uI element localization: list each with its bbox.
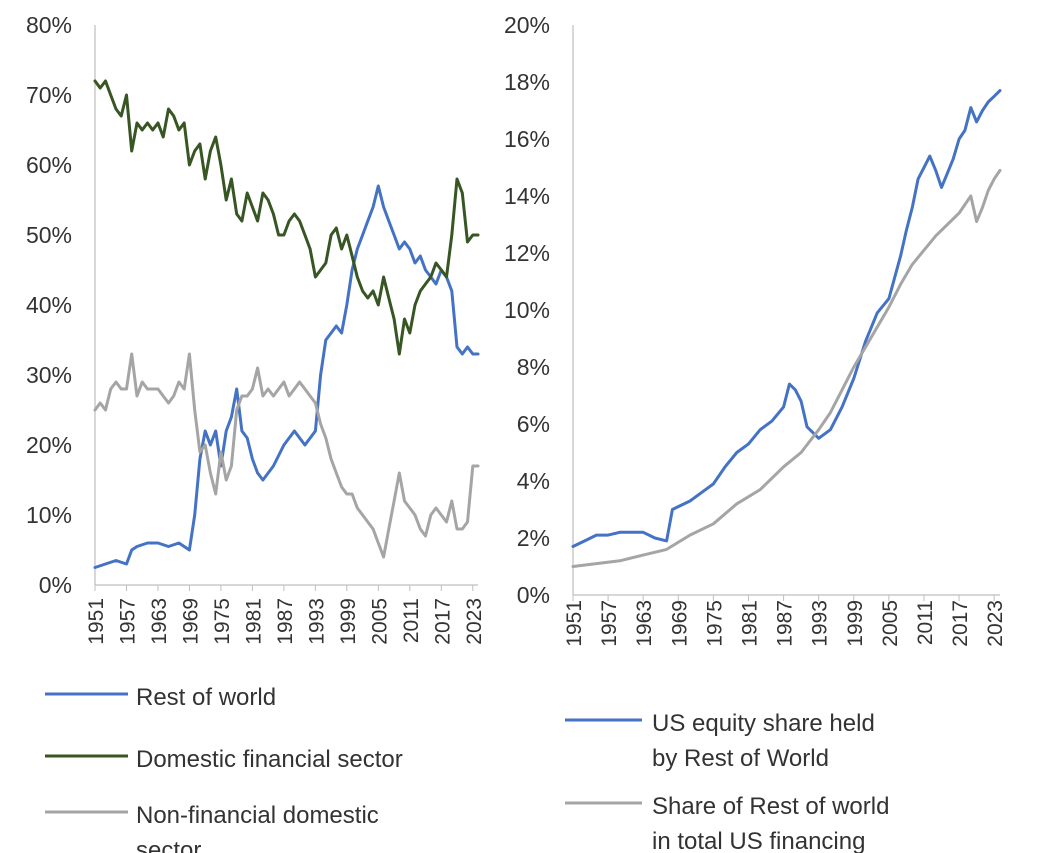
x-tick-label: 2011 [914, 600, 937, 645]
x-tick-label: 2005 [368, 598, 391, 645]
y-tick-label: 60% [26, 152, 72, 178]
y-tick-label: 16% [504, 126, 550, 152]
y-tick-label: 0% [39, 572, 72, 598]
x-tick-label: 1963 [148, 598, 171, 645]
x-tick-label: 1951 [85, 598, 108, 645]
y-tick-label: 6% [517, 411, 550, 437]
y-tick-label: 70% [26, 82, 72, 108]
y-tick-label: 8% [517, 354, 550, 380]
legend-item: Rest of world [45, 684, 276, 711]
series-line-3 [93, 352, 480, 559]
legend-label: US equity share held [652, 710, 875, 737]
y-tick-label: 10% [504, 297, 550, 323]
legend-label: in total US financing [652, 828, 865, 853]
y-tick-label: 30% [26, 362, 72, 388]
legend-item: Domestic financial sector [45, 746, 403, 773]
x-tick-label: 1975 [211, 598, 234, 645]
x-tick-label: 2011 [400, 598, 423, 643]
x-tick-label: 1981 [242, 598, 265, 645]
x-tick-label: 1963 [633, 600, 656, 647]
x-tick-label: 1987 [274, 598, 297, 645]
x-tick-label: 2017 [431, 598, 454, 645]
y-tick-label: 0% [517, 582, 550, 608]
x-tick-label: 1999 [337, 598, 360, 645]
legend-label: Domestic financial sector [136, 746, 403, 773]
legend-item: Share of Rest of world in total US financ… [565, 793, 889, 853]
x-tick-label: 1993 [809, 600, 832, 647]
x-tick-label: 2005 [879, 600, 902, 647]
y-tick-label: 50% [26, 222, 72, 248]
legend-label: by Rest of World [652, 745, 829, 772]
y-tick-label: 10% [26, 502, 72, 528]
series-line-1 [571, 89, 1002, 548]
x-tick-label: 1957 [116, 598, 139, 645]
legend-item: US equity share held by Rest of World [565, 710, 875, 772]
y-tick-label: 80% [26, 12, 72, 38]
legend-label: Non-financial domestic [136, 802, 379, 829]
y-tick-label: 18% [504, 69, 550, 95]
x-tick-label: 1951 [563, 600, 586, 647]
y-tick-label: 4% [517, 468, 550, 494]
legend-label: Rest of world [136, 684, 276, 711]
y-tick-label: 20% [504, 12, 550, 38]
series-line-2 [93, 79, 480, 356]
y-tick-label: 20% [26, 432, 72, 458]
x-tick-label: 2017 [949, 600, 972, 647]
chart-2: 0% 2% 4% 6% 8% 10% 12% 14% 16% 18% 20% 1951 1957 1963… [504, 12, 1007, 853]
series-line-2 [571, 168, 1002, 568]
x-tick-label: 1987 [774, 600, 797, 647]
legend-item: Non-financial domestic sector [45, 802, 379, 853]
series-line-1 [93, 184, 480, 569]
x-tick-label: 1999 [844, 600, 867, 647]
x-tick-label: 1957 [598, 600, 621, 647]
chart-1: 0% 10% 20% 30% 40% 50% 60% 70% 80% 1951 1957 1963 19… [26, 12, 486, 853]
x-tick-label: 1975 [703, 600, 726, 647]
x-tick-label: 1969 [668, 600, 691, 647]
x-tick-label: 1981 [738, 600, 761, 647]
y-tick-label: 14% [504, 183, 550, 209]
y-tick-label: 40% [26, 292, 72, 318]
x-tick-label: 1993 [305, 598, 328, 645]
x-tick-label: 2023 [463, 598, 486, 645]
y-tick-label: 12% [504, 240, 550, 266]
legend-label: Share of Rest of world [652, 793, 889, 820]
x-tick-label: 2023 [984, 600, 1007, 647]
y-tick-label: 2% [517, 525, 550, 551]
x-tick-label: 1969 [179, 598, 202, 645]
legend-label: sector [136, 837, 201, 853]
